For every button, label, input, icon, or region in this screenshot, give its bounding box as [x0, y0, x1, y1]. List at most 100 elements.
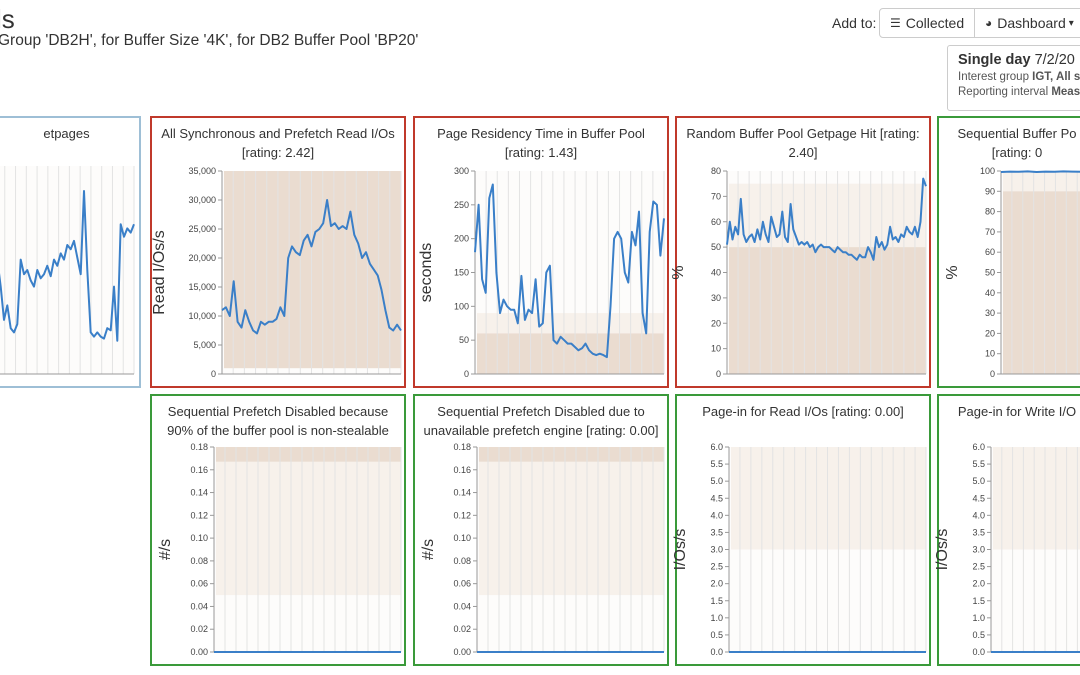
y-tick-label: 5.0	[710, 476, 723, 486]
y-tick-label: 50	[459, 335, 469, 345]
series-line	[1000, 170, 1080, 173]
info-date: 7/2/20	[1034, 52, 1075, 68]
chart-title-line: [rating: 1.43]	[504, 145, 578, 160]
info-group: IGT	[1032, 71, 1051, 83]
threshold-band	[731, 447, 926, 550]
threshold-band	[1003, 171, 1080, 192]
add-to-label: Add to:	[832, 15, 877, 31]
chart-title: Sequential Prefetch Disabled due to unava…	[415, 402, 667, 440]
chart-panel-random-getpage-hit[interactable]: Random Buffer Pool Getpage Hit [rating: 2…	[670, 116, 931, 388]
y-tick-label: 0.12	[190, 510, 208, 520]
y-tick-label: 0.14	[190, 488, 208, 498]
chart-title-line: [rating: 2.42]	[241, 145, 315, 160]
chart-title-line: 90% of the buffer pool is non-stealable	[167, 423, 389, 438]
chart-title: Sequential Buffer Po [rating: 0	[939, 124, 1080, 162]
y-tick-label: 0.12	[453, 510, 471, 520]
y-tick-label: 4.5	[972, 493, 985, 503]
chart-title-line: Page-in for Write I/O	[957, 404, 1077, 419]
y-tick-label: 150	[454, 268, 469, 278]
y-tick-label: 0.0	[710, 647, 723, 657]
y-axis-label: %	[944, 265, 961, 279]
y-axis-label: seconds	[418, 243, 435, 303]
y-tick-label: 2.5	[710, 562, 723, 572]
y-tick-label: 10,000	[188, 311, 216, 321]
series-line	[221, 199, 402, 335]
chart-title: Sequential Prefetch Disabled because 90% …	[152, 402, 404, 440]
chevron-down-icon: ▾	[1068, 17, 1074, 29]
y-tick-label: 70	[985, 227, 995, 237]
y-axis-label: #/s	[420, 539, 437, 560]
y-tick-label: 5.5	[710, 459, 723, 469]
y-tick-label: 4.5	[710, 493, 723, 503]
chart-panel-getpages[interactable]: etpages	[0, 116, 141, 388]
y-tick-label: 0	[464, 369, 469, 379]
threshold-band	[729, 247, 926, 374]
chart-panel-page-in-read[interactable]: Page-in for Read I/Os [rating: 0.00] 0.0 0…	[672, 394, 931, 666]
threshold-band	[479, 461, 664, 596]
collected-button[interactable]: ☰ Collected	[879, 8, 975, 38]
chart-panel-prefetch-disabled-engine[interactable]: Sequential Prefetch Disabled due to unava…	[413, 394, 669, 666]
threshold-band	[216, 447, 401, 462]
chart-panel-page-residency[interactable]: Page Residency Time in Buffer Pool [ratin…	[413, 116, 669, 388]
chart-title-line: Random Buffer Pool Getpage Hit [rating:	[686, 126, 920, 141]
threshold-band	[479, 447, 664, 462]
y-tick-label: 0.0	[972, 647, 985, 657]
y-tick-label: 1.5	[710, 596, 723, 606]
info-heading: Single day	[958, 52, 1031, 68]
dashboard-button[interactable]: ◕ Dashboard ▾	[974, 8, 1080, 38]
y-tick-label: 0.10	[190, 533, 208, 543]
y-tick-label: 3.5	[972, 527, 985, 537]
y-tick-label: 6.0	[710, 442, 723, 452]
threshold-band	[993, 447, 1080, 550]
y-tick-label: 10	[711, 344, 721, 354]
y-tick-label: 1.5	[972, 596, 985, 606]
threshold-band	[477, 333, 664, 374]
y-tick-label: 6.0	[972, 442, 985, 452]
y-tick-label: 0.06	[190, 579, 208, 589]
chart-panel-sync-prefetch-read[interactable]: All Synchronous and Prefetch Read I/Os [r…	[150, 116, 406, 388]
y-tick-label: 0.10	[453, 533, 471, 543]
chart-panel-page-in-write[interactable]: Page-in for Write I/O 0.0 0.5 1.0 1.5 2.0 2.5 3…	[934, 394, 1080, 666]
y-tick-label: 0.08	[190, 556, 208, 566]
chart-title: Page Residency Time in Buffer Pool [ratin…	[415, 124, 667, 162]
dashboard-label: Dashboard	[997, 15, 1066, 31]
y-tick-label: 20	[985, 328, 995, 338]
y-tick-label: 3.0	[710, 545, 723, 555]
chart-title-line: [rating: 0	[991, 145, 1043, 160]
chart-svg: 0.0 0.5 1.0 1.5 2.0 2.5 3.0 3.5 4.0 4.5 5.0 5.5 6.0 I…	[672, 442, 927, 657]
info-group-rest: , All s	[1050, 71, 1080, 83]
chart-title: etpages	[0, 124, 139, 143]
collected-label: Collected	[905, 15, 965, 31]
y-tick-label: 90	[985, 186, 995, 196]
y-tick-label: 40	[985, 288, 995, 298]
y-tick-label: 20,000	[188, 253, 216, 263]
y-tick-label: 1.0	[710, 613, 723, 623]
y-tick-label: 0.14	[453, 488, 471, 498]
y-tick-label: 10	[985, 349, 995, 359]
chart-title: Page-in for Read I/Os [rating: 0.00]	[677, 402, 929, 421]
chart-panel-prefetch-disabled-nonstealable[interactable]: Sequential Prefetch Disabled because 90% …	[150, 394, 406, 666]
chart-svg: 0 10 20 30 40 50 60 70 80%	[670, 166, 927, 379]
chart-panel-sequential-getpage-hit[interactable]: Sequential Buffer Po [rating: 0 0 10 20 30 40 5…	[937, 116, 1080, 388]
y-tick-label: 35,000	[188, 166, 216, 176]
y-tick-label: 0.5	[710, 630, 723, 640]
chart-title-line: etpages	[43, 126, 90, 141]
y-tick-label: 0.04	[453, 601, 471, 611]
chart-title-line: Sequential Prefetch Disabled because	[167, 404, 389, 419]
y-tick-label: 1.0	[972, 613, 985, 623]
y-tick-label: 70	[711, 191, 721, 201]
y-tick-label: 250	[454, 200, 469, 210]
y-tick-label: 0	[990, 369, 995, 379]
y-tick-label: 0.06	[453, 579, 471, 589]
y-tick-label: 30	[985, 308, 995, 318]
y-tick-label: 0.08	[453, 556, 471, 566]
y-tick-label: 0.18	[453, 442, 471, 452]
chart-title: All Synchronous and Prefetch Read I/Os [r…	[152, 124, 404, 162]
info-interval: Meas	[1051, 86, 1080, 98]
y-tick-label: 80	[985, 207, 995, 217]
y-axis-label: I/Os/s	[672, 529, 689, 571]
y-tick-label: 0.16	[453, 465, 471, 475]
y-tick-label: 0.00	[190, 647, 208, 657]
y-tick-label: 5,000	[193, 340, 216, 350]
chart-title-line: Sequential Prefetch Disabled due to	[437, 404, 645, 419]
